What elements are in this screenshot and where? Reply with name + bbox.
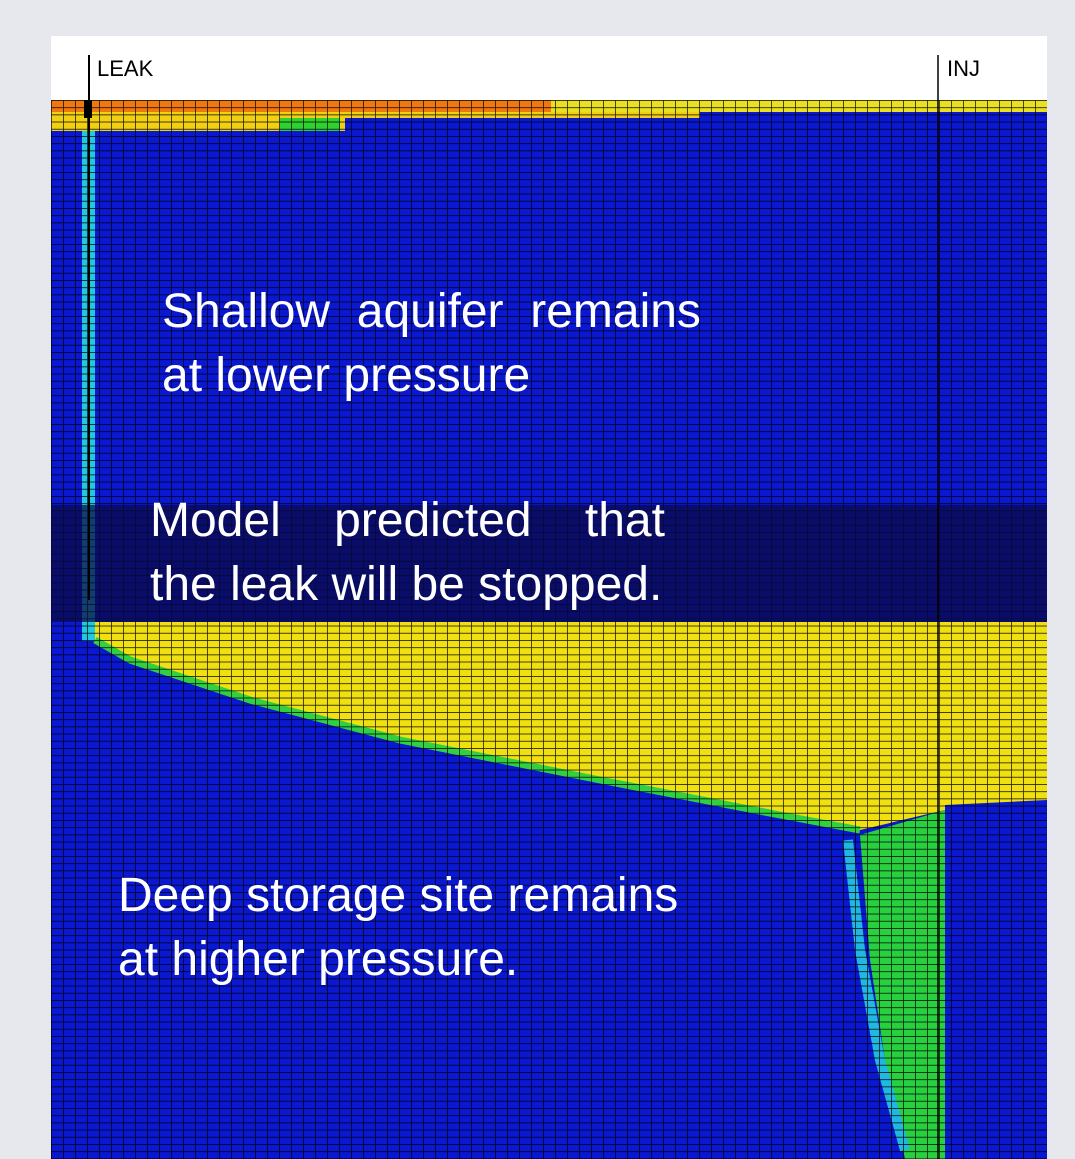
annotation-line: at lower pressure bbox=[162, 349, 530, 402]
dark-band bbox=[51, 505, 1047, 622]
annotation-line: Shallow aquifer remains bbox=[162, 285, 701, 338]
grid-lines bbox=[51, 100, 1047, 1159]
leak-marker bbox=[84, 100, 92, 118]
leak-label: LEAK bbox=[97, 56, 154, 81]
annotation-line: at higher pressure. bbox=[118, 933, 518, 986]
annotation-line: the leak will be stopped. bbox=[150, 558, 662, 611]
grid-image bbox=[51, 55, 1047, 1159]
inj-label: INJ bbox=[947, 56, 980, 81]
annotation-line: Deep storage site remains bbox=[118, 869, 678, 922]
annotation-line: Model predicted that bbox=[150, 494, 665, 547]
